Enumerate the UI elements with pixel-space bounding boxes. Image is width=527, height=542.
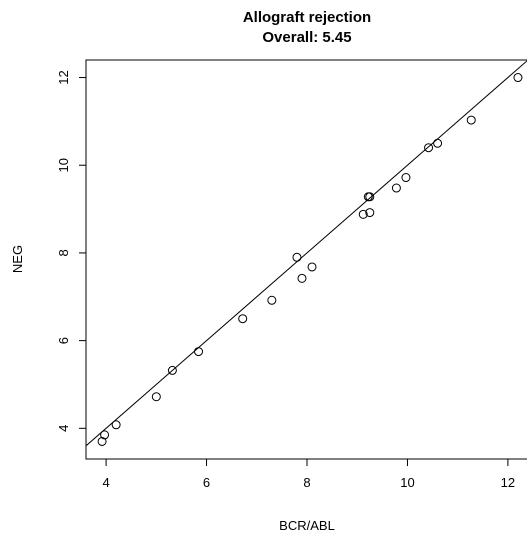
- x-tick-label: 4: [102, 475, 109, 490]
- y-tick-label: 10: [56, 158, 71, 172]
- y-tick-label: 4: [56, 425, 71, 432]
- data-point: [424, 143, 434, 153]
- data-point: [267, 295, 277, 305]
- chart-subtitle: Overall: 5.45: [262, 29, 351, 46]
- data-point: [194, 347, 204, 357]
- x-tick-label: 8: [303, 475, 310, 490]
- plot-frame: [85, 59, 527, 460]
- data-point: [513, 73, 523, 83]
- x-tick-label: 12: [501, 475, 515, 490]
- y-tick-label: 6: [56, 337, 71, 344]
- data-point: [433, 138, 443, 148]
- data-point: [307, 262, 317, 272]
- fit-line-layer: [86, 60, 527, 447]
- reference-line: [86, 60, 527, 447]
- y-tick-label: 8: [56, 249, 71, 256]
- data-point: [100, 430, 110, 440]
- data-point: [167, 365, 177, 375]
- data-point: [292, 252, 302, 262]
- points-layer: [97, 73, 523, 446]
- data-point: [358, 209, 368, 219]
- x-tick-label: 10: [400, 475, 414, 490]
- data-point: [297, 273, 307, 283]
- plot-area: [85, 59, 527, 460]
- x-axis: 4 6 8 10 12: [102, 458, 515, 490]
- data-point: [151, 392, 161, 402]
- x-axis-label: BCR/ABL: [279, 518, 335, 533]
- data-point: [391, 183, 401, 193]
- x-tick-label: 6: [203, 475, 210, 490]
- data-point: [111, 420, 121, 430]
- data-point: [238, 314, 248, 324]
- y-tick-label: 12: [56, 70, 71, 84]
- data-point: [401, 173, 411, 183]
- data-point: [466, 115, 476, 125]
- data-point: [365, 208, 375, 218]
- data-point: [97, 436, 107, 446]
- data-point: [365, 192, 375, 202]
- y-axis-label: NEG: [10, 245, 25, 273]
- chart-title: Allograft rejection: [243, 9, 371, 26]
- y-axis: 4 6 8 10 12: [56, 70, 87, 432]
